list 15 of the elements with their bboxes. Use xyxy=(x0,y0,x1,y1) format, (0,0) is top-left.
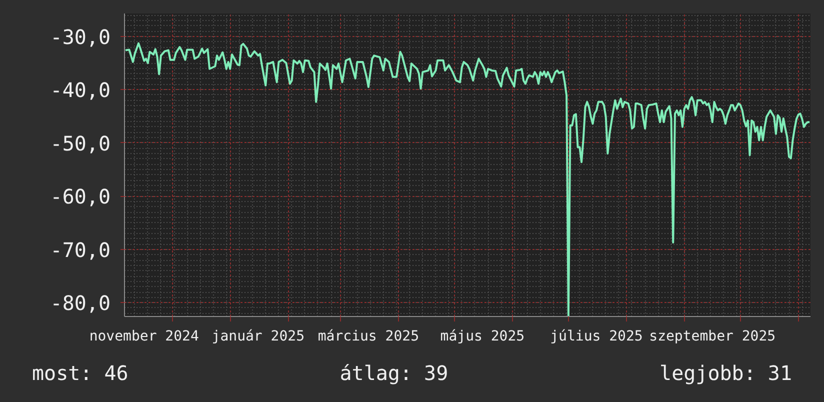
text: átlag: 39 xyxy=(340,360,448,387)
y-tick-label: -40,0 xyxy=(50,78,111,102)
y-tick-label: -50,0 xyxy=(50,131,111,156)
y-tick-label: -60,0 xyxy=(50,184,111,209)
y-tick-label: -80,0 xyxy=(50,291,111,316)
text: legjobb: 31 xyxy=(660,360,792,387)
x-tick-label: január 2025 xyxy=(212,328,305,344)
y-tick-label: -30,0 xyxy=(50,24,111,49)
y-tick-label: -70,0 xyxy=(50,238,111,262)
x-tick-label: szeptember 2025 xyxy=(649,328,776,344)
x-tick-label: november 2024 xyxy=(89,328,199,344)
x-tick-label: július 2025 xyxy=(550,328,643,344)
x-tick-label: május 2025 xyxy=(440,328,525,344)
text: most: 46 xyxy=(32,360,128,387)
x-tick-label: március 2025 xyxy=(318,328,420,344)
